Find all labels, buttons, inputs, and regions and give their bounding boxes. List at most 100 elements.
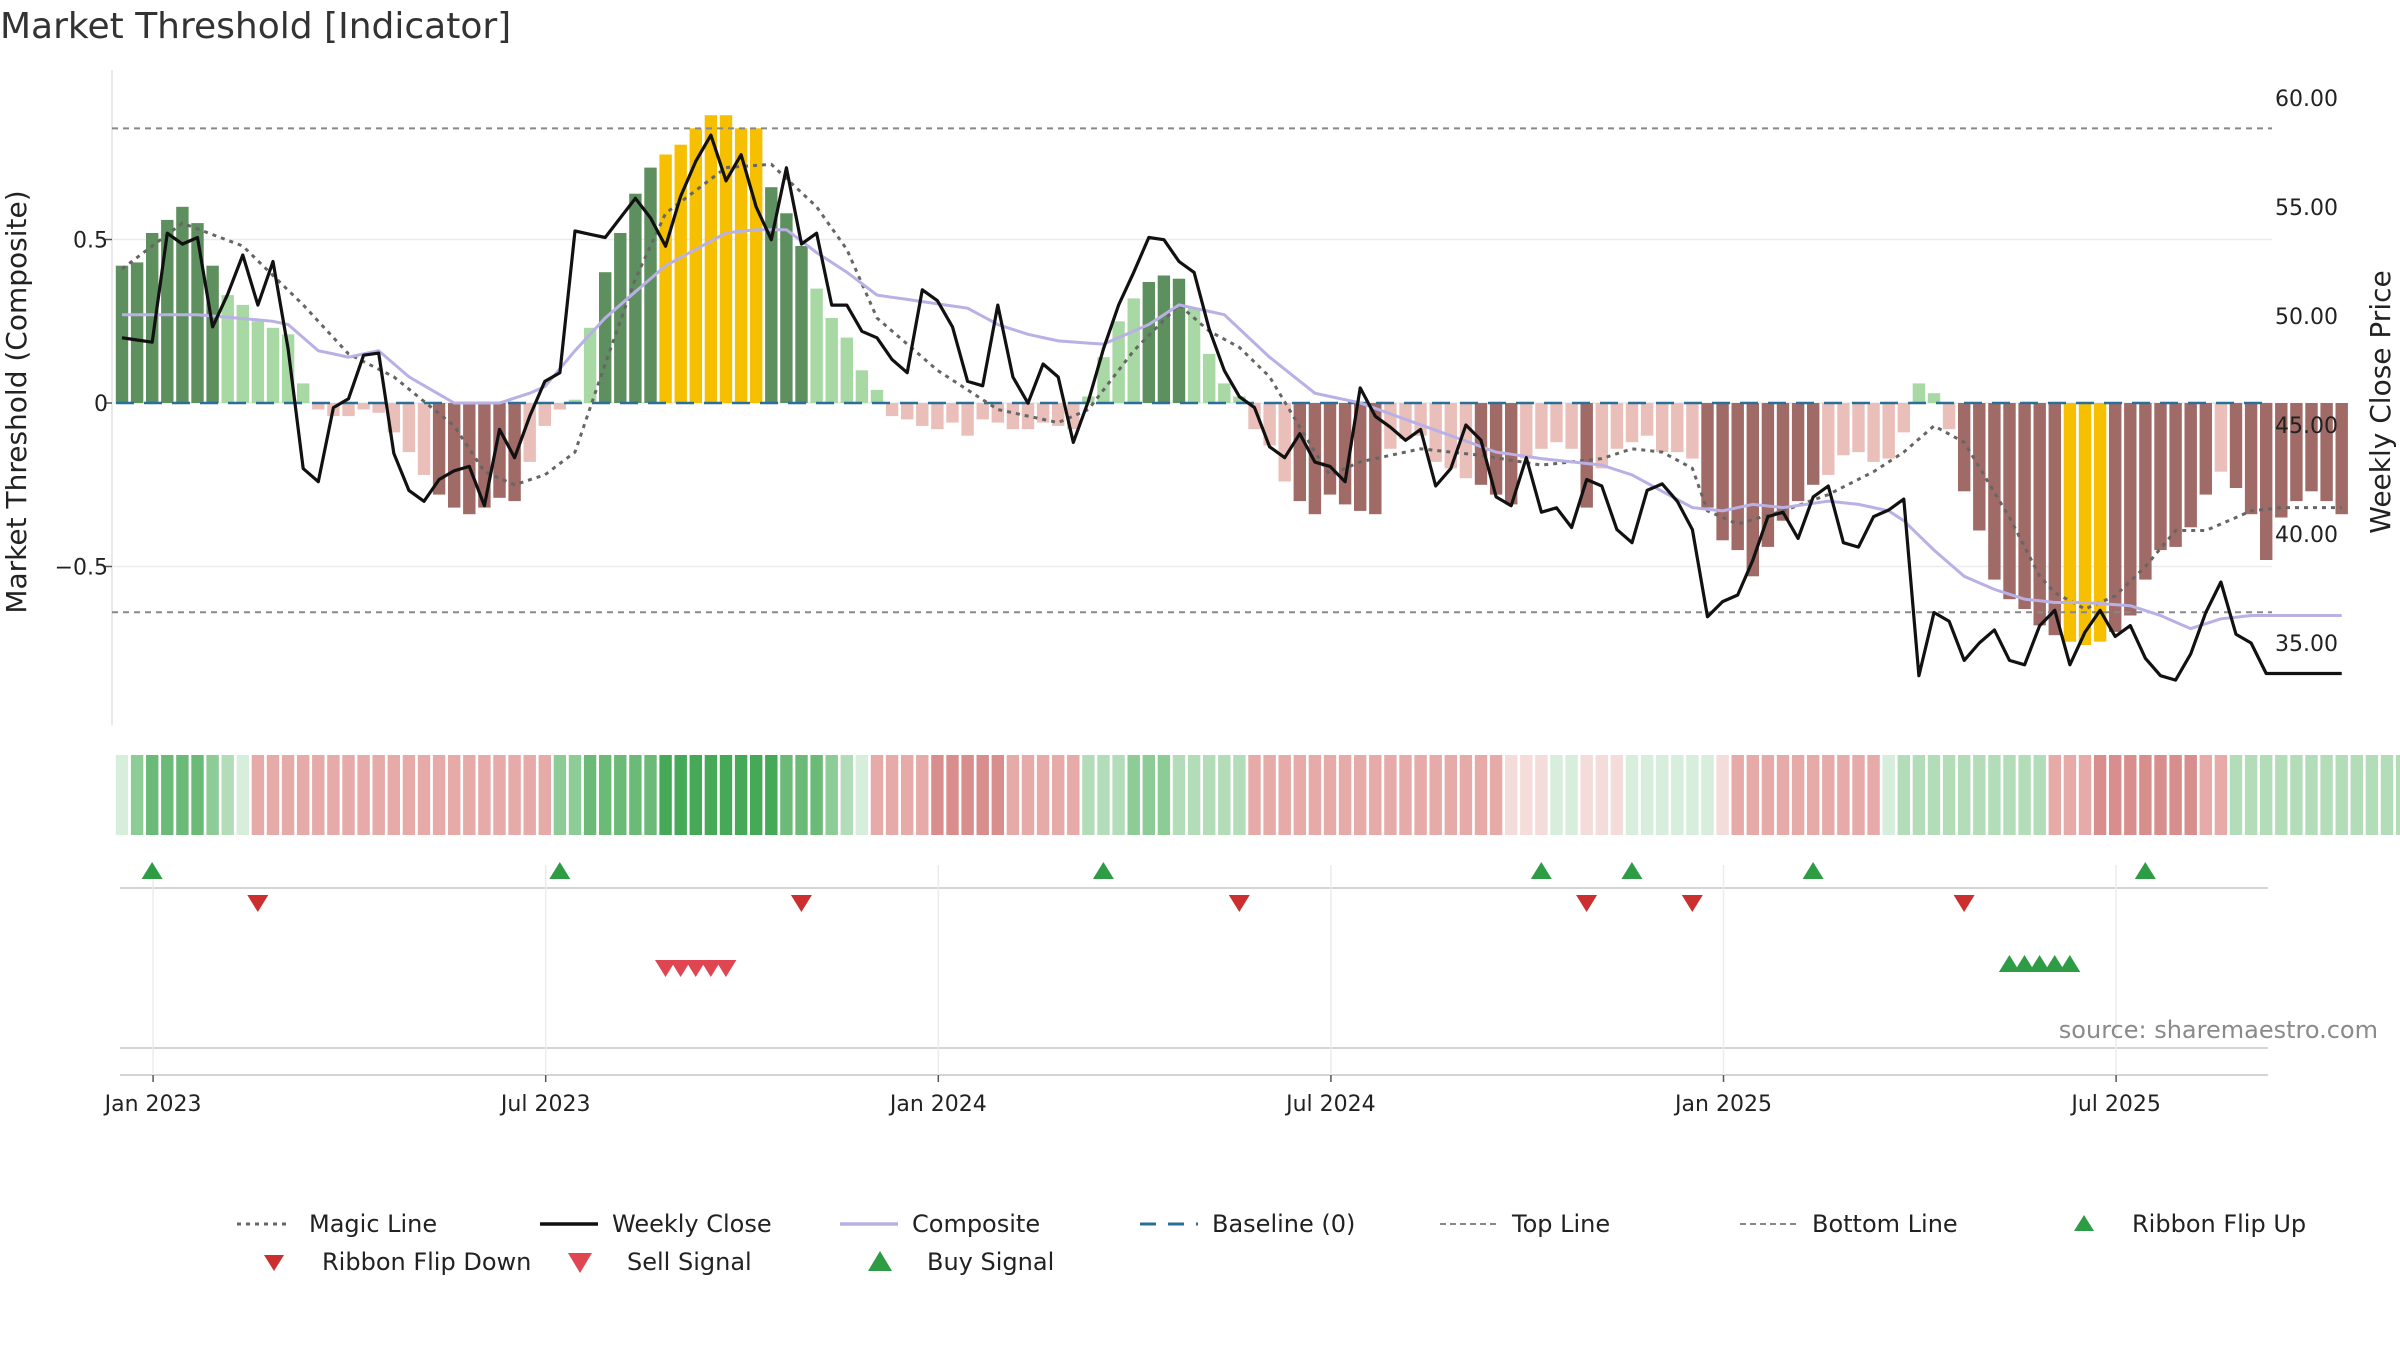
ribbon-flip-up-marker bbox=[141, 862, 163, 879]
ribbon-cell bbox=[1097, 755, 1110, 835]
composite-bar bbox=[614, 233, 627, 403]
composite-bar bbox=[750, 128, 763, 404]
right-tick-label: 55.00 bbox=[2275, 196, 2338, 221]
left-axis-label-group: Market Threshold (Composite) bbox=[0, 190, 33, 613]
chart-title: Market Threshold [Indicator] bbox=[0, 6, 511, 47]
ribbon-cell bbox=[2139, 755, 2152, 835]
sell-signal-marker bbox=[700, 960, 722, 977]
composite-bar bbox=[644, 167, 657, 403]
ribbon-cell bbox=[1671, 755, 1684, 835]
composite-bar bbox=[1218, 383, 1231, 403]
composite-bar bbox=[976, 403, 989, 420]
composite-bar bbox=[1640, 403, 1654, 436]
ribbon-cell bbox=[1354, 755, 1367, 835]
legend-item-baseline: Baseline (0) bbox=[1140, 1210, 1355, 1238]
composite-bar bbox=[1565, 403, 1578, 449]
composite-bar bbox=[2078, 403, 2092, 645]
composite-bar bbox=[2063, 403, 2077, 642]
ribbon-cell bbox=[1006, 755, 1020, 835]
composite-bar bbox=[1097, 357, 1110, 403]
ribbon-cell bbox=[1822, 755, 1835, 835]
composite-bar bbox=[1354, 403, 1367, 511]
composite-bar bbox=[1520, 403, 1533, 459]
ribbon-cell bbox=[312, 755, 325, 835]
ribbon-cell bbox=[417, 755, 431, 835]
ribbon-cell bbox=[1505, 755, 1518, 835]
ribbon-cell bbox=[1973, 755, 1986, 835]
composite-bar bbox=[2139, 403, 2152, 580]
ribbon-cell bbox=[916, 755, 929, 835]
composite-bar bbox=[840, 337, 853, 403]
composite-bar bbox=[463, 403, 476, 515]
ribbon-cell bbox=[1429, 755, 1442, 835]
ribbon-cell bbox=[810, 755, 823, 835]
legend-label: Baseline (0) bbox=[1212, 1210, 1355, 1238]
ribbon-cell bbox=[961, 755, 974, 835]
source-label: source: sharemaestro.com bbox=[2059, 1016, 2378, 1044]
right-tick-label: 50.00 bbox=[2275, 305, 2338, 330]
composite-bar bbox=[2109, 403, 2122, 632]
ribbon-cell bbox=[176, 755, 189, 835]
ribbon-cell bbox=[1293, 755, 1306, 835]
composite-bar bbox=[961, 403, 974, 436]
sell-signal-marker bbox=[670, 960, 692, 977]
composite-bar bbox=[2154, 403, 2167, 551]
legend-item-top: Top Line bbox=[1440, 1210, 1610, 1238]
ribbon-cell bbox=[161, 755, 174, 835]
x-tick-label: Jul 2023 bbox=[499, 1092, 591, 1117]
sell-signal-marker bbox=[655, 960, 676, 977]
composite-bar bbox=[765, 187, 778, 403]
ribbon-cell bbox=[825, 755, 838, 835]
axis-ticks: 0.5 0 −0.5 60.00 55.00 50.00 45.00 40.00 35.00 bbox=[55, 87, 2338, 657]
ribbon-cell bbox=[2260, 755, 2273, 835]
ribbon-cell bbox=[840, 755, 853, 835]
composite-bar bbox=[659, 154, 672, 403]
ribbon-flip-down-marker bbox=[790, 895, 812, 912]
ribbon-cell bbox=[2275, 755, 2288, 835]
composite-bar bbox=[1927, 393, 1941, 403]
ribbon-cell bbox=[1927, 755, 1941, 835]
composite-bar bbox=[1203, 353, 1216, 403]
composite-bar bbox=[2199, 403, 2212, 495]
left-tick-label: −0.5 bbox=[55, 556, 108, 581]
ribbon-cell bbox=[1625, 755, 1639, 835]
ribbon-cell bbox=[599, 755, 612, 835]
legend-item-buy: Buy Signal bbox=[868, 1248, 1054, 1276]
legend-item-composite: Composite bbox=[840, 1210, 1040, 1238]
composite-bar bbox=[161, 219, 174, 403]
ribbon-cell bbox=[2003, 755, 2016, 835]
ribbon-cell bbox=[1520, 755, 1533, 835]
composite-bar bbox=[870, 389, 884, 403]
right-tick-label: 35.00 bbox=[2275, 632, 2338, 657]
legend-label: Magic Line bbox=[309, 1210, 437, 1238]
right-tick-label: 40.00 bbox=[2275, 523, 2338, 548]
ribbon-cell bbox=[1112, 755, 1125, 835]
composite-bar bbox=[1142, 282, 1155, 403]
ribbon-cell bbox=[614, 755, 627, 835]
ribbon-cell bbox=[2063, 755, 2077, 835]
legend-item-magic: Magic Line bbox=[237, 1210, 437, 1238]
ribbon-cell bbox=[2078, 755, 2092, 835]
ribbon-cell bbox=[2290, 755, 2303, 835]
composite-bar bbox=[2214, 403, 2228, 472]
composite-bar bbox=[417, 403, 431, 475]
legend-swatch-flipup bbox=[2074, 1215, 2094, 1231]
ribbon-cell bbox=[1082, 755, 1095, 835]
ribbon-flip-down-marker bbox=[1681, 895, 1703, 912]
series-lines bbox=[112, 127, 2342, 682]
ribbon-cell bbox=[2229, 755, 2243, 835]
left-tick-label: 0.5 bbox=[73, 229, 108, 254]
ribbon-cell bbox=[2169, 755, 2182, 835]
ribbon-cell bbox=[659, 755, 672, 835]
ribbon-cell bbox=[1459, 755, 1473, 835]
ribbon-cell bbox=[1127, 755, 1140, 835]
ribbon-cell bbox=[432, 755, 446, 835]
composite-bar bbox=[991, 403, 1004, 423]
composite-bar bbox=[810, 288, 823, 403]
ribbon-cell bbox=[2320, 755, 2333, 835]
ribbon-cell bbox=[674, 755, 687, 835]
composite-bar bbox=[2320, 403, 2333, 502]
composite-bar bbox=[1369, 403, 1382, 515]
legend-label: Sell Signal bbox=[627, 1248, 752, 1276]
composite-bar bbox=[372, 403, 385, 413]
